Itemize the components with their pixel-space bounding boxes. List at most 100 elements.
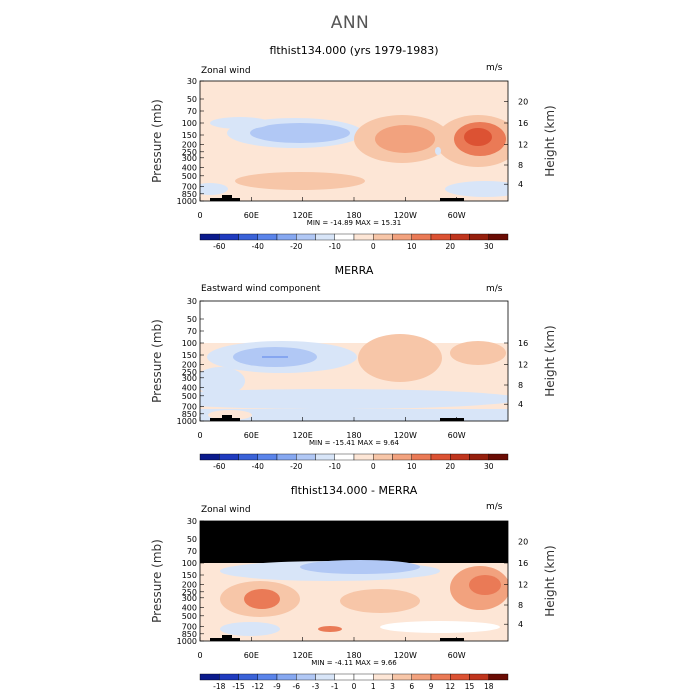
topography-bar bbox=[440, 638, 464, 641]
height-tick-label: 12 bbox=[518, 581, 528, 590]
longitude-tick-label: 120E bbox=[292, 651, 312, 660]
colorbar-swatch bbox=[334, 233, 355, 241]
colorbar-swatch bbox=[411, 673, 432, 681]
longitude-tick-label: 120W bbox=[394, 211, 417, 220]
panel-1-stats: MIN = -14.89 MAX = 15.31 bbox=[306, 219, 402, 227]
negative-region bbox=[435, 147, 441, 155]
longitude-tick-label: 60E bbox=[244, 431, 259, 440]
colorbar-swatch bbox=[257, 673, 278, 681]
pressure-tick-label: 50 bbox=[187, 535, 197, 544]
pressure-tick-label: 250 bbox=[182, 368, 197, 377]
negative-region bbox=[200, 389, 508, 409]
colorbar-swatch bbox=[257, 453, 278, 461]
pressure-tick-label: 200 bbox=[182, 141, 197, 150]
colorbar-swatch bbox=[296, 453, 316, 461]
colorbar-swatch bbox=[296, 673, 316, 681]
longitude-tick-label: 0 bbox=[197, 651, 202, 660]
pressure-tick-label: 150 bbox=[182, 571, 197, 580]
colorbar-label: -10 bbox=[329, 242, 341, 251]
colorbar-swatch bbox=[373, 453, 393, 461]
pressure-tick-label: 700 bbox=[182, 403, 197, 412]
pressure-tick-label: 50 bbox=[187, 95, 197, 104]
pressure-tick-label: 1000 bbox=[177, 197, 197, 206]
colorbar-label: 10 bbox=[407, 242, 417, 251]
colorbar-label: -1 bbox=[331, 682, 339, 691]
pressure-tick-label: 150 bbox=[182, 351, 197, 360]
longitude-tick-label: 60W bbox=[448, 211, 466, 220]
colorbar-label: 0 bbox=[371, 462, 376, 471]
colorbar-label: -40 bbox=[252, 242, 264, 251]
colorbar-swatch bbox=[276, 673, 297, 681]
pressure-tick-label: 30 bbox=[187, 517, 197, 526]
colorbar-label: -9 bbox=[273, 682, 281, 691]
colorbar-swatch bbox=[450, 673, 470, 681]
pressure-tick-label: 250 bbox=[182, 588, 197, 597]
panel-2-left-label: Eastward wind component bbox=[201, 284, 321, 294]
longitude-tick-label: 180 bbox=[346, 211, 361, 220]
pressure-tick-label: 30 bbox=[187, 77, 197, 86]
longitude-tick-label: 180 bbox=[346, 651, 361, 660]
topography-bar bbox=[222, 635, 232, 641]
colorbar-label: 30 bbox=[484, 462, 494, 471]
pressure-tick-label: 400 bbox=[182, 383, 197, 392]
negative-region bbox=[250, 123, 350, 143]
height-tick-label: 20 bbox=[518, 537, 528, 546]
height-tick-label: 4 bbox=[518, 620, 523, 629]
longitude-tick-label: 0 bbox=[197, 431, 202, 440]
panel-1-contour-field bbox=[200, 81, 508, 201]
colorbar-swatch bbox=[334, 673, 355, 681]
positive-region bbox=[200, 155, 260, 167]
pressure-tick-label: 100 bbox=[182, 339, 197, 348]
colorbar-swatch bbox=[219, 453, 239, 461]
colorbar-swatch bbox=[296, 233, 316, 241]
negative-region bbox=[300, 560, 420, 574]
colorbar-swatch bbox=[238, 233, 258, 241]
negative-region bbox=[210, 117, 270, 129]
positive-region bbox=[375, 125, 435, 153]
colorbar-swatch bbox=[276, 453, 297, 461]
height-tick-label: 8 bbox=[518, 161, 523, 170]
colorbar-swatch bbox=[238, 673, 258, 681]
colorbar-swatch bbox=[450, 233, 470, 241]
pressure-tick-label: 100 bbox=[182, 559, 197, 568]
colorbar-label: -40 bbox=[252, 462, 264, 471]
negative-region bbox=[445, 181, 508, 197]
longitude-tick-label: 60W bbox=[448, 651, 466, 660]
pressure-tick-label: 1000 bbox=[177, 637, 197, 646]
colorbar-swatch bbox=[219, 233, 239, 241]
panel-1-left-label: Zonal wind bbox=[201, 66, 251, 76]
longitude-tick-label: 60E bbox=[244, 211, 259, 220]
negative-region bbox=[200, 183, 228, 195]
panel-3-stats: MIN = -4.11 MAX = 9.66 bbox=[311, 659, 397, 667]
pressure-tick-label: 70 bbox=[187, 547, 197, 556]
colorbar-swatch bbox=[334, 453, 355, 461]
pressure-tick-label: 850 bbox=[182, 630, 197, 639]
colorbar-label: -10 bbox=[329, 462, 341, 471]
panel-1-title: flthist134.000 (yrs 1979-1983) bbox=[269, 44, 439, 57]
colorbar-swatch bbox=[353, 453, 374, 461]
positive-region bbox=[450, 341, 506, 365]
negative-region bbox=[220, 622, 280, 636]
colorbar-swatch bbox=[488, 673, 509, 681]
panel-3-left-label: Zonal wind bbox=[201, 505, 251, 515]
colorbar-swatch bbox=[373, 233, 393, 241]
colorbar-swatch bbox=[219, 673, 239, 681]
colorbar-swatch bbox=[257, 233, 278, 241]
pressure-tick-label: 400 bbox=[182, 603, 197, 612]
colorbar-label: -60 bbox=[213, 242, 225, 251]
panel-3-contour-field bbox=[200, 521, 508, 641]
pressure-tick-label: 150 bbox=[182, 131, 197, 140]
positive-region bbox=[358, 334, 442, 382]
colorbar-label: 1 bbox=[371, 682, 376, 691]
pressure-tick-label: 70 bbox=[187, 107, 197, 116]
colorbar-label: -18 bbox=[213, 682, 225, 691]
colorbar-swatch bbox=[411, 233, 432, 241]
colorbar-label: 30 bbox=[484, 242, 494, 251]
pressure-tick-label: 300 bbox=[182, 374, 197, 383]
colorbar-label: 15 bbox=[465, 682, 475, 691]
panel-1-plot bbox=[199, 80, 509, 241]
colorbar-label: 12 bbox=[445, 682, 455, 691]
colorbar-swatch bbox=[353, 233, 374, 241]
topography-bar bbox=[222, 415, 232, 421]
pressure-tick-label: 300 bbox=[182, 594, 197, 603]
